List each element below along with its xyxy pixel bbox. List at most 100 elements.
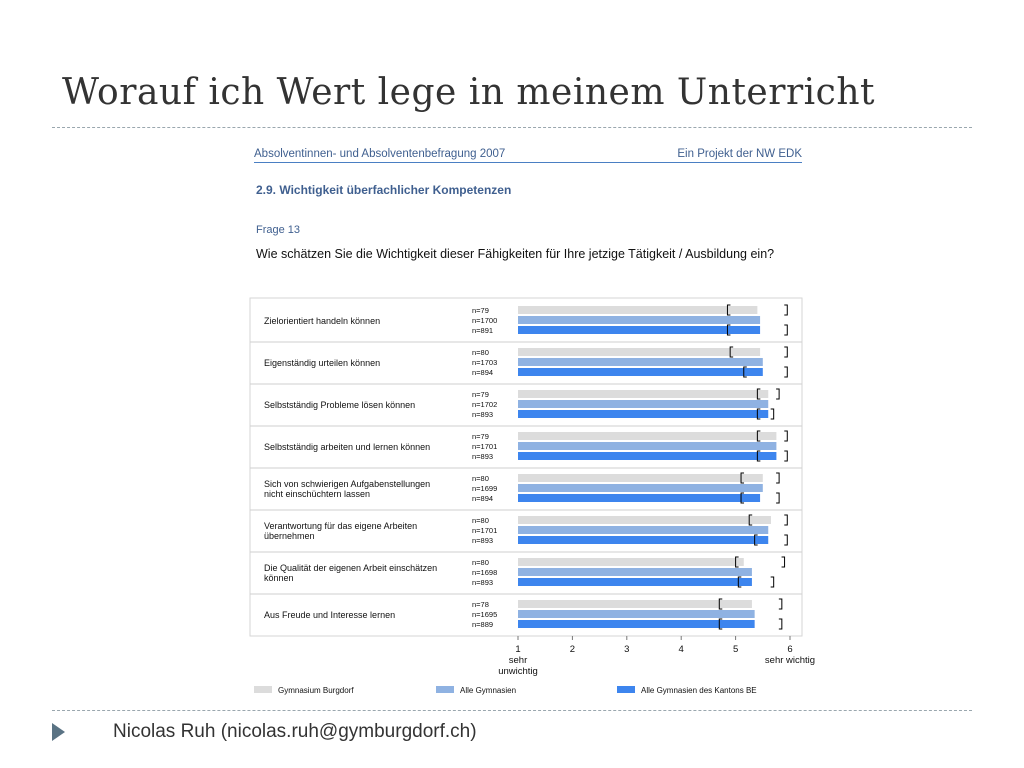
x-tick-label: 5 — [733, 644, 738, 655]
ci-upper-bracket — [770, 408, 775, 420]
ci-lower-bracket — [756, 408, 761, 420]
legend-label: Gymnasium Burgdorf — [278, 686, 354, 695]
x-tick-label: 3 — [624, 644, 629, 655]
question-number: Frage 13 — [256, 224, 301, 236]
x-tick-label: 6 — [787, 644, 792, 655]
ci-upper-bracket — [776, 388, 780, 400]
ci-lower-bracket — [740, 492, 745, 504]
n-label: n=80 — [472, 558, 489, 567]
n-label: n=1701 — [472, 526, 497, 535]
ci-lower-bracket — [756, 430, 761, 442]
ci-upper-bracket — [784, 450, 788, 462]
document-header: Absolventinnen- und Absolventenbefragung… — [254, 148, 802, 163]
legend-swatch — [617, 686, 635, 693]
n-label: n=889 — [472, 620, 493, 629]
ci-upper-bracket — [784, 366, 788, 378]
category-label: Selbstständig Probleme lösen können — [264, 400, 415, 410]
bar — [518, 578, 752, 586]
bar — [518, 526, 769, 534]
ci-lower-bracket — [726, 324, 731, 336]
ci-upper-bracket — [781, 556, 786, 568]
category-label: Sich von schwierigen Aufgabenstellungen — [264, 479, 430, 489]
category-label: Die Qualität der eigenen Arbeit einschät… — [264, 563, 437, 573]
ci-lower-bracket — [726, 304, 731, 316]
survey-title: Absolventinnen- und Absolventenbefragung… — [254, 148, 506, 160]
ci-lower-bracket — [756, 450, 761, 462]
n-label: n=893 — [472, 452, 493, 461]
legend-swatch — [436, 686, 454, 693]
n-label: n=891 — [472, 326, 493, 335]
category-label: nicht einschüchtern lassen — [264, 489, 370, 499]
bar — [518, 348, 761, 356]
n-label: n=893 — [472, 536, 493, 545]
ci-upper-bracket — [776, 492, 780, 504]
x-tick-label: 4 — [679, 644, 684, 655]
bar — [518, 484, 763, 492]
ci-upper-bracket — [784, 514, 788, 526]
ci-lower-bracket — [737, 576, 742, 588]
x-tick-note-high: sehr wichtig — [765, 655, 815, 666]
footer-author: Nicolas Ruh (nicolas.ruh@gymburgdorf.ch) — [113, 721, 477, 742]
slide-title: Worauf ich Wert lege in meinem Unterrich… — [62, 72, 875, 113]
ci-lower-bracket — [735, 556, 739, 568]
n-label: n=1701 — [472, 442, 497, 451]
n-label: n=79 — [472, 306, 489, 315]
bar — [518, 390, 769, 398]
ci-lower-bracket — [748, 514, 753, 526]
bar — [518, 558, 744, 566]
bar — [518, 432, 777, 440]
n-label: n=894 — [472, 368, 493, 377]
ci-lower-bracket — [754, 534, 758, 546]
n-label: n=1699 — [472, 484, 497, 493]
footer-arrow-icon — [52, 723, 65, 741]
section-title: 2.9. Wichtigkeit überfachlicher Kompeten… — [256, 183, 512, 197]
n-label: n=893 — [472, 578, 493, 587]
category-label: Aus Freude und Interesse lernen — [264, 610, 395, 620]
chart-frame — [249, 297, 803, 637]
ci-upper-bracket — [784, 346, 788, 358]
category-label: Selbstständig arbeiten und lernen können — [264, 442, 430, 452]
ci-lower-bracket — [740, 472, 745, 484]
category-label: können — [264, 573, 294, 583]
category-label: übernehmen — [264, 531, 315, 541]
n-label: n=894 — [472, 494, 493, 503]
bar — [518, 368, 763, 376]
ci-upper-bracket — [770, 576, 775, 588]
bar — [518, 400, 769, 408]
ci-upper-bracket — [784, 324, 788, 336]
legend-swatch — [254, 686, 272, 693]
ci-upper-bracket — [778, 618, 783, 630]
bar — [518, 536, 769, 544]
n-label: n=1695 — [472, 610, 497, 619]
bar — [518, 620, 755, 628]
question-text: Wie schätzen Sie die Wichtigkeit dieser … — [256, 247, 775, 261]
bar — [518, 326, 761, 334]
bar — [518, 410, 769, 418]
bar — [518, 600, 752, 608]
x-tick-note-low: sehr — [509, 655, 527, 666]
ci-upper-bracket — [784, 430, 788, 442]
ci-lower-bracket — [729, 346, 734, 358]
bar — [518, 442, 777, 450]
ci-lower-bracket — [743, 366, 747, 378]
ci-upper-bracket — [776, 472, 780, 484]
n-label: n=80 — [472, 348, 489, 357]
n-label: n=80 — [472, 516, 489, 525]
top-divider — [52, 127, 972, 128]
bar — [518, 316, 761, 324]
bar — [518, 306, 758, 314]
bar — [518, 452, 777, 460]
ci-upper-bracket — [784, 304, 788, 316]
n-label: n=79 — [472, 390, 489, 399]
ci-lower-bracket — [718, 598, 723, 610]
x-tick-note-low: unwichtig — [498, 666, 538, 677]
bar — [518, 610, 755, 618]
ci-upper-bracket — [784, 534, 788, 546]
n-label: n=1702 — [472, 400, 497, 409]
n-label: n=1698 — [472, 568, 497, 577]
bar — [518, 568, 752, 576]
category-label: Verantwortung für das eigene Arbeiten — [264, 521, 417, 531]
n-label: n=79 — [472, 432, 489, 441]
ci-upper-bracket — [778, 598, 783, 610]
